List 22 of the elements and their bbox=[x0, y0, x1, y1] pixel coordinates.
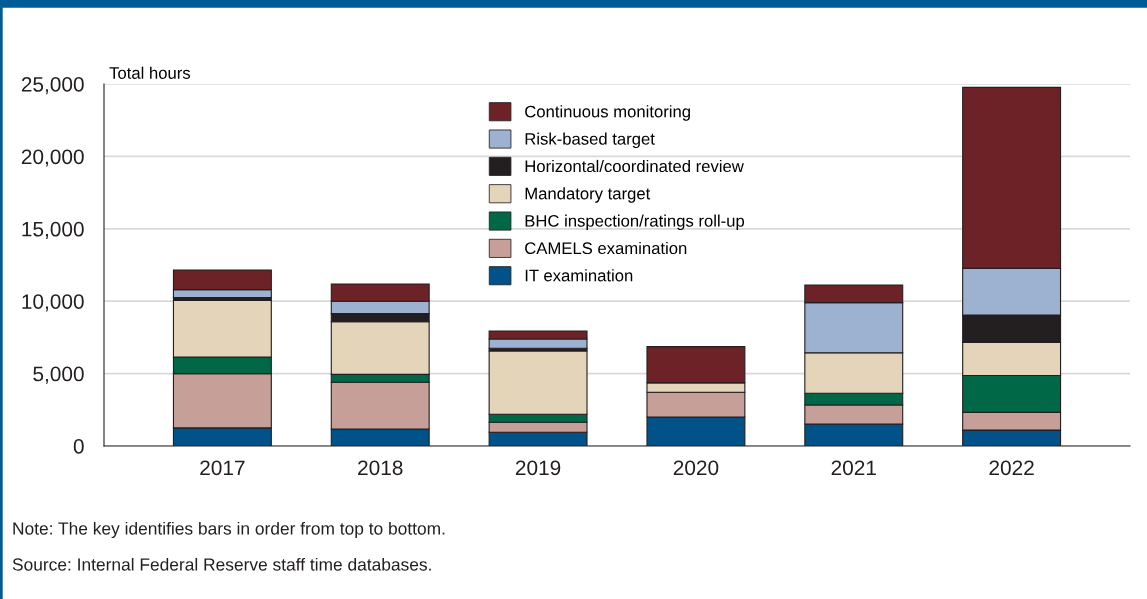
legend-label: Horizontal/coordinated review bbox=[525, 159, 744, 173]
legend-label: Mandatory target bbox=[525, 187, 651, 203]
y-tick-label: 0 bbox=[73, 439, 84, 454]
y-axis-title: Total hours bbox=[109, 66, 191, 79]
legend-label: Continuous monitoring bbox=[525, 105, 690, 121]
text: Note: The key identifies bars in order from top to bottom. bbox=[13, 521, 445, 539]
x-tick-label: 2020 bbox=[673, 460, 719, 476]
legend-label: IT examination bbox=[525, 269, 633, 282]
legend-label: CAMELS examination bbox=[525, 241, 687, 255]
legend-label: Risk-based target bbox=[525, 132, 655, 149]
source-note: Source: Internal Federal Reserve staff time databases. bbox=[12, 557, 431, 571]
legend-label: BHC inspection/ratings roll-up bbox=[525, 214, 745, 231]
y-tick-label: 15,000 bbox=[22, 221, 84, 240]
x-tick-label: 2019 bbox=[515, 460, 561, 476]
x-tick-label: 2018 bbox=[358, 460, 403, 476]
x-tick-label: 2021 bbox=[831, 460, 876, 476]
y-tick-label: 20,000 bbox=[21, 149, 84, 167]
y-tick-label: 25,000 bbox=[21, 77, 84, 95]
x-tick-label: 2022 bbox=[989, 460, 1034, 476]
y-tick-label: 5,000 bbox=[33, 366, 84, 384]
x-tick-label: 2017 bbox=[200, 460, 245, 476]
y-tick-label: 10,000 bbox=[22, 294, 84, 312]
